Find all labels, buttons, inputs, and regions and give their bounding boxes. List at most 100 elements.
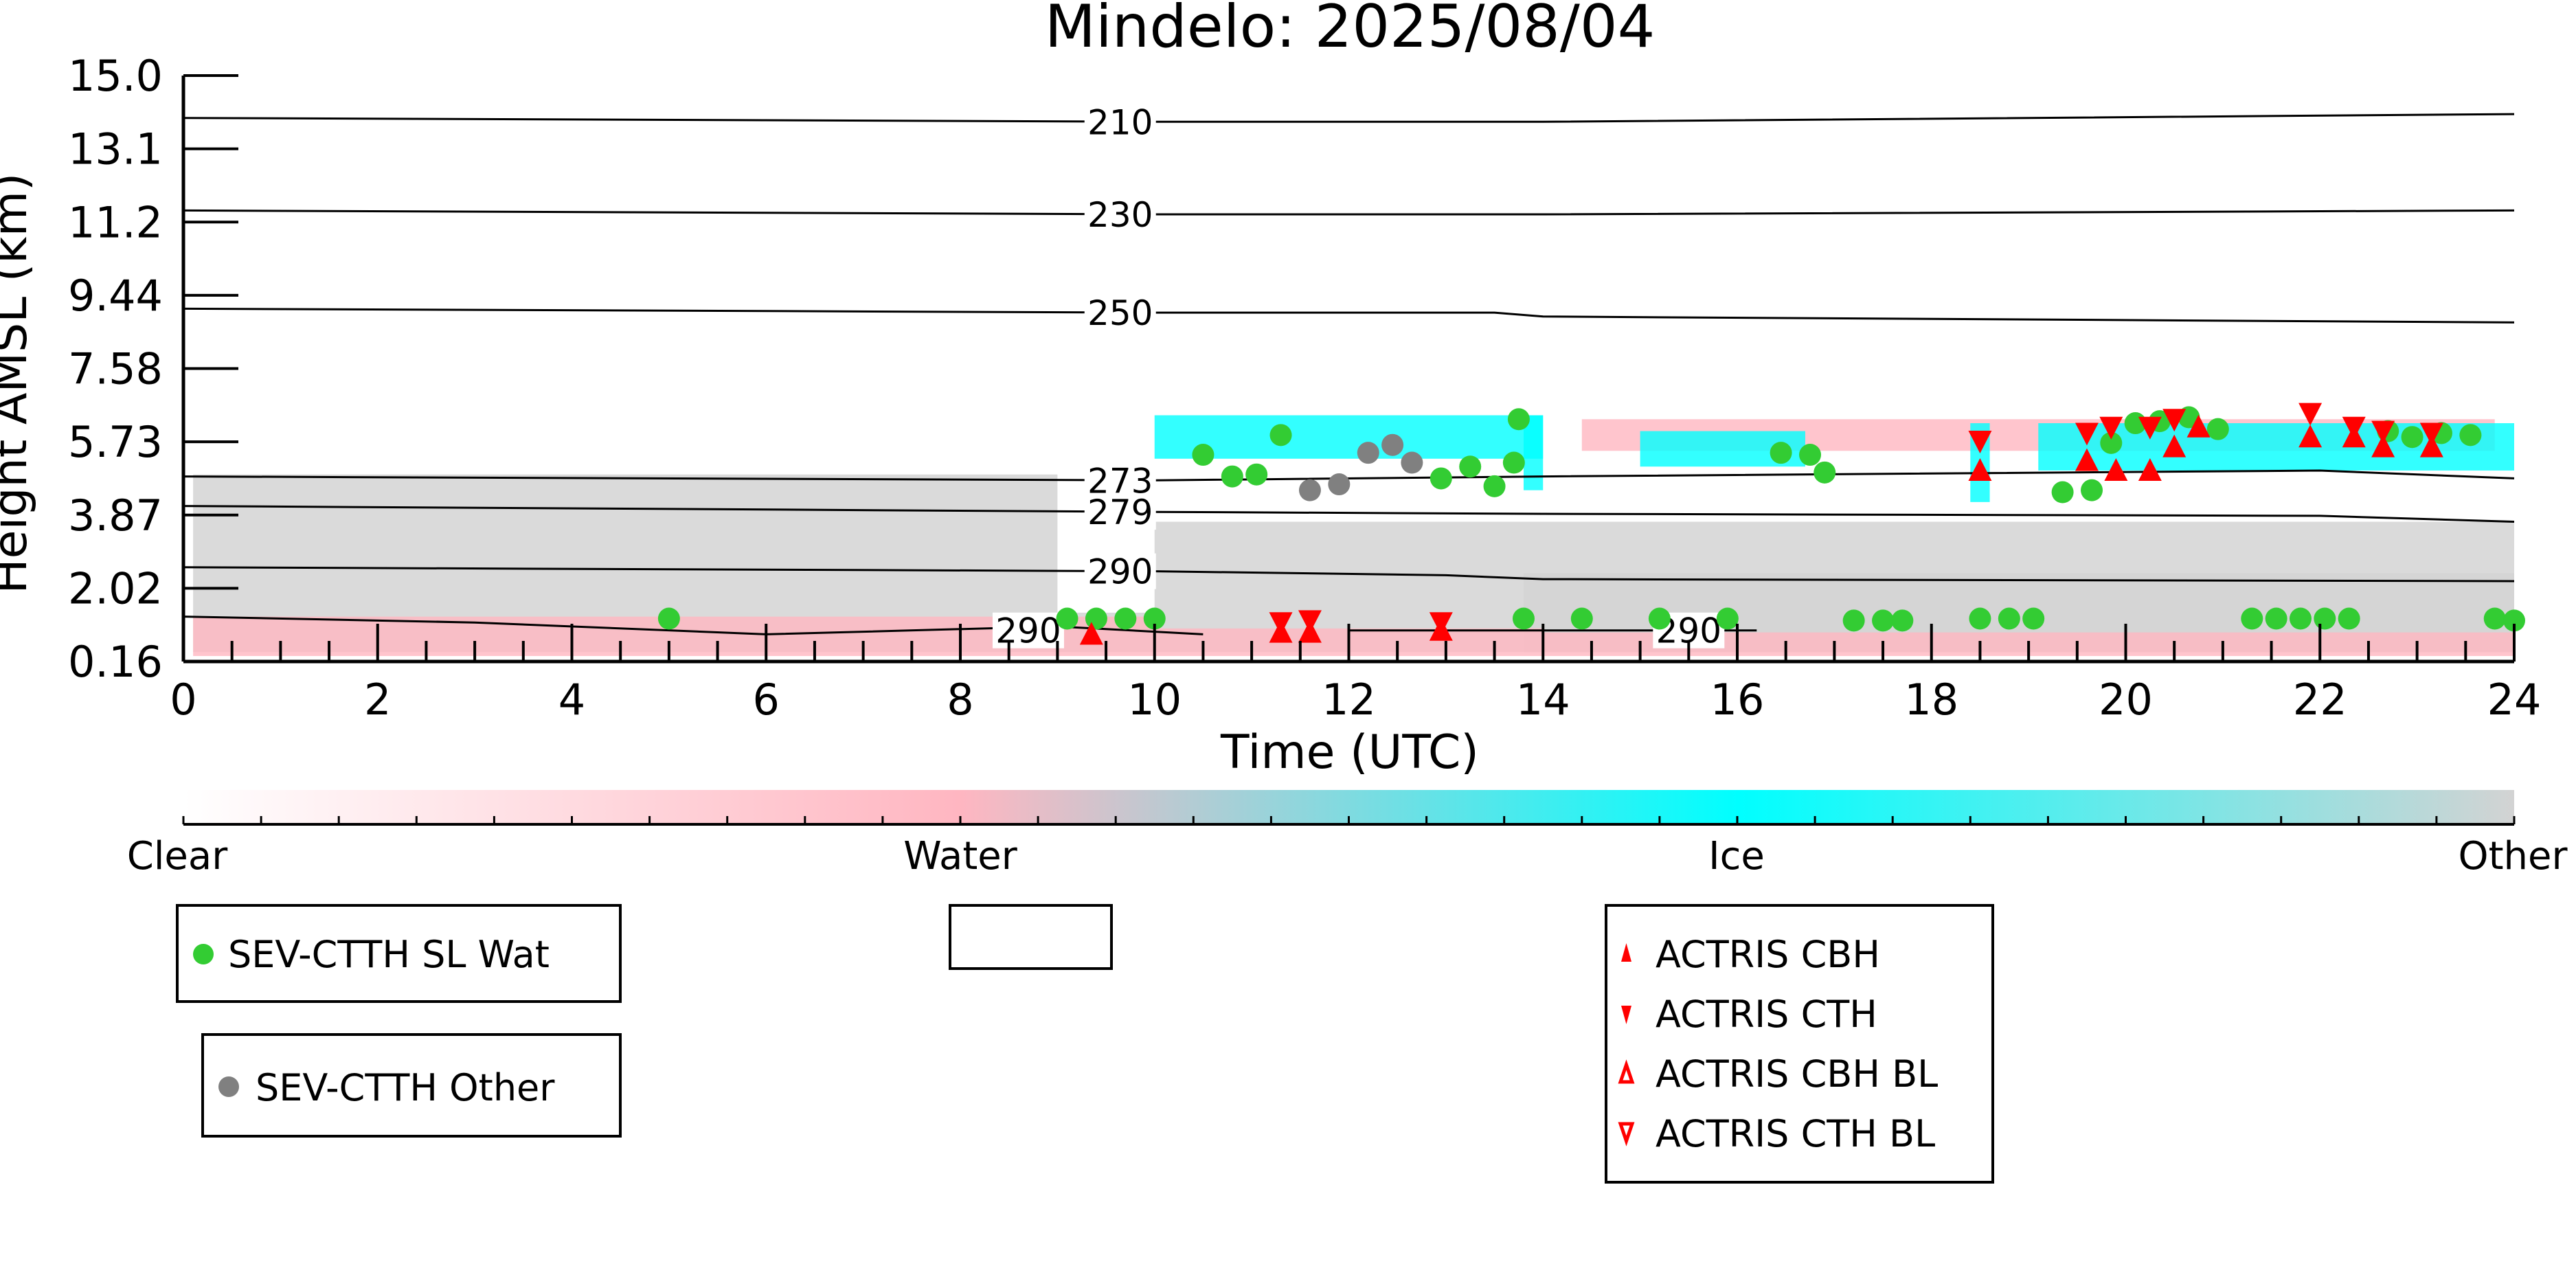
point-sev-ctth-sl-wat xyxy=(1056,607,1078,630)
point-sev-ctth-sl-wat xyxy=(1570,607,1593,630)
point-sev-ctth-sl-wat xyxy=(2265,607,2287,630)
point-sev-ctth-sl-wat xyxy=(1502,451,1525,474)
contour-label-250: 250 xyxy=(1087,293,1153,333)
point-sev-ctth-sl-wat xyxy=(1969,607,1991,630)
contour-label-bg xyxy=(1084,104,1156,140)
x-tick-label: 24 xyxy=(2487,675,2542,725)
legend-box-empty xyxy=(949,904,1113,970)
point-actris-cth xyxy=(2099,416,2123,440)
y-tick-label: 9.44 xyxy=(68,271,163,321)
legend-label-sevcth-sl-wat: SEV-CTTH SL Wat xyxy=(228,933,550,976)
point-actris-cth xyxy=(2371,420,2395,444)
point-sev-ctth-other xyxy=(1328,473,1351,496)
point-sev-ctth-sl-wat xyxy=(2503,609,2525,632)
point-actris-cbh xyxy=(2419,434,2443,457)
legend-box-actris: ACTRIS CBH ACTRIS CTH ACTRIS CBH BL ACTR… xyxy=(1605,904,1994,1184)
point-actris-cbh xyxy=(2371,434,2395,457)
y-tick-label: 0.16 xyxy=(68,637,163,687)
point-sev-ctth-sl-wat xyxy=(1716,607,1739,630)
point-sev-ctth-sl-wat xyxy=(2483,607,2506,630)
contour-label-bg xyxy=(1084,553,1156,589)
x-tick-label: 16 xyxy=(1710,675,1765,725)
y-axis-label: Height AMSL (km) xyxy=(0,173,38,594)
y-tick-label: 15.0 xyxy=(68,51,163,101)
point-sev-ctth-sl-wat xyxy=(1114,607,1137,630)
y-tick-label: 11.2 xyxy=(68,197,163,247)
point-sev-ctth-sl-wat xyxy=(1221,465,1243,488)
legend-label-sevcth-other: SEV-CTTH Other xyxy=(256,1066,555,1109)
contour-label-290: 290 xyxy=(1087,552,1153,592)
point-actris-cbh xyxy=(2138,457,2162,481)
point-actris-cbh xyxy=(2162,434,2187,457)
point-sev-ctth-sl-wat xyxy=(1512,607,1535,630)
colorbar-label-clear: Clear xyxy=(127,834,228,879)
point-actris-cbh xyxy=(2187,414,2211,438)
contour-line-273 xyxy=(183,469,2515,482)
point-sev-ctth-sl-wat xyxy=(2022,607,2045,630)
contour-line-250 xyxy=(183,307,2515,324)
point-actris-cth xyxy=(1968,430,1992,453)
point-sev-ctth-sl-wat xyxy=(1842,609,1865,632)
data-points xyxy=(657,403,2525,645)
contour-label-bg xyxy=(1084,196,1156,233)
point-actris-cth xyxy=(1429,612,1453,635)
legend-marker-green-circle xyxy=(193,944,214,964)
contour-label-210: 210 xyxy=(1087,102,1153,142)
x-tick-label: 12 xyxy=(1322,675,1376,725)
cloud-mask xyxy=(193,415,2514,656)
legend-marker-gray-circle xyxy=(218,1076,239,1097)
point-sev-ctth-sl-wat xyxy=(1998,607,2020,630)
point-sev-ctth-sl-wat xyxy=(1891,609,1914,632)
point-sev-ctth-sl-wat xyxy=(1143,607,1166,630)
point-sev-ctth-sl-wat xyxy=(2206,418,2229,440)
point-sev-ctth-sl-wat xyxy=(2338,607,2360,630)
point-sev-ctth-sl-wat xyxy=(657,607,680,630)
point-actris-cth xyxy=(2419,422,2443,446)
x-tick-label: 0 xyxy=(170,675,196,725)
point-sev-ctth-other xyxy=(1381,433,1404,456)
legend-label-actris-cbh: ACTRIS CBH xyxy=(1656,933,1880,976)
point-sev-ctth-other xyxy=(1401,451,1423,474)
point-sev-ctth-sl-wat xyxy=(2289,607,2312,630)
point-actris-cbh xyxy=(2075,448,2099,471)
contour-label-bg xyxy=(1084,295,1156,331)
contour-label-290: 290 xyxy=(995,611,1061,651)
point-sev-ctth-sl-wat xyxy=(1799,444,1822,466)
point-actris-cth xyxy=(1298,610,1322,633)
x-axis-label: Time (UTC) xyxy=(1220,725,1479,780)
point-sev-ctth-sl-wat xyxy=(1770,442,1792,464)
point-sev-ctth-other xyxy=(1298,479,1321,501)
point-sev-ctth-sl-wat xyxy=(1648,607,1671,630)
x-tick-label: 22 xyxy=(2293,675,2347,725)
point-sev-ctth-sl-wat xyxy=(1507,408,1530,431)
point-sev-ctth-sl-wat xyxy=(1085,607,1107,630)
point-sev-ctth-sl-wat xyxy=(1269,424,1292,447)
x-tick-label: 18 xyxy=(1904,675,1958,725)
contour-label-bg xyxy=(1084,494,1156,530)
legend-label-actris-cth: ACTRIS CTH xyxy=(1656,993,1877,1036)
colorbar-ticks xyxy=(182,816,2516,824)
point-sev-ctth-sl-wat xyxy=(2241,607,2263,630)
x-tick-label: 20 xyxy=(2099,675,2153,725)
point-actris-cth xyxy=(2298,403,2323,426)
cloud-mask-ice xyxy=(1154,415,1544,459)
colorbar-label-water: Water xyxy=(903,834,1018,879)
point-sev-ctth-sl-wat xyxy=(2100,431,2123,454)
contour-label-bg xyxy=(992,612,1064,648)
x-tick-label: 2 xyxy=(364,675,391,725)
colorbar: Clear Water Ice Other xyxy=(127,790,2568,879)
legend-marker-cbh-bl-open-up xyxy=(1618,1059,1635,1084)
contour-line-290 xyxy=(183,566,2515,583)
point-sev-ctth-sl-wat xyxy=(2051,481,2074,504)
contour-label-279: 279 xyxy=(1087,493,1153,532)
legend-marker-cth-triangle-down xyxy=(1621,1006,1631,1024)
chart-title: Mindelo: 2025/08/04 xyxy=(1045,0,1656,61)
point-sev-ctth-sl-wat xyxy=(1814,461,1836,484)
legend-box-sevcth-water: SEV-CTTH SL Wat xyxy=(176,904,622,1003)
x-tick-label: 10 xyxy=(1127,675,1182,725)
y-tick-label: 5.73 xyxy=(68,417,163,467)
point-sev-ctth-sl-wat xyxy=(1245,463,1268,486)
x-tick-label: 14 xyxy=(1516,675,1570,725)
legend-marker-cth-bl-open-down xyxy=(1618,1122,1635,1146)
